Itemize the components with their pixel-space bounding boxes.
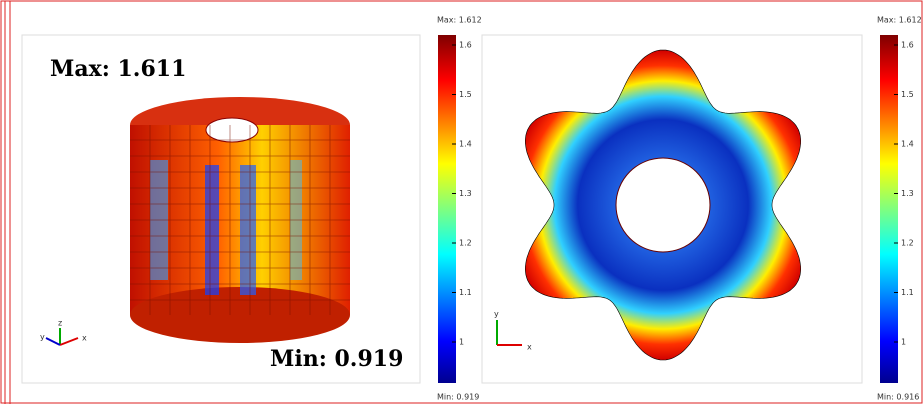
colorbar-tick-label: 1.2	[459, 239, 472, 248]
colorbar	[438, 35, 456, 383]
colorbar	[880, 35, 898, 383]
colorbar-tick-label: 1.2	[901, 239, 914, 248]
min-annotation: Min: 0.919	[270, 346, 403, 372]
colorbar-tick-label: 1.4	[459, 140, 472, 149]
colorbar-tick-label: 1.3	[901, 189, 914, 198]
axis-label: y	[494, 310, 499, 319]
colorbar-tick-label: 1.6	[901, 41, 914, 50]
max-annotation: Max: 1.611	[50, 56, 186, 82]
gear-hole	[616, 158, 710, 252]
colorbar-min: Min: 0.919	[437, 393, 479, 402]
colorbar-max: Max: 1.612	[877, 16, 922, 25]
colorbar-tick-label: 1.6	[459, 41, 472, 50]
colorbar-tick-label: 1.5	[459, 90, 472, 99]
colorbar-tick-label: 1	[459, 338, 464, 347]
axis-label: x	[527, 343, 532, 352]
colorbar-tick-label: 1.5	[901, 90, 914, 99]
figure: Max: 1.612 Min: 0.919 Max: 1.612 Min: 0.…	[0, 0, 924, 405]
colorbar-max: Max: 1.612	[437, 16, 482, 25]
colorbar-tick-label: 1	[901, 338, 906, 347]
colorbar-tick-label: 1.3	[459, 189, 472, 198]
axis-label: y	[40, 333, 45, 342]
axis-label: x	[82, 334, 87, 343]
colorbar-tick-label: 1.4	[901, 140, 914, 149]
left-model	[130, 97, 350, 343]
colorbar-min: Min: 0.916	[877, 393, 919, 402]
axis-label: z	[58, 319, 62, 328]
colorbar-tick-label: 1.1	[901, 288, 914, 297]
colorbar-tick-label: 1.1	[459, 288, 472, 297]
